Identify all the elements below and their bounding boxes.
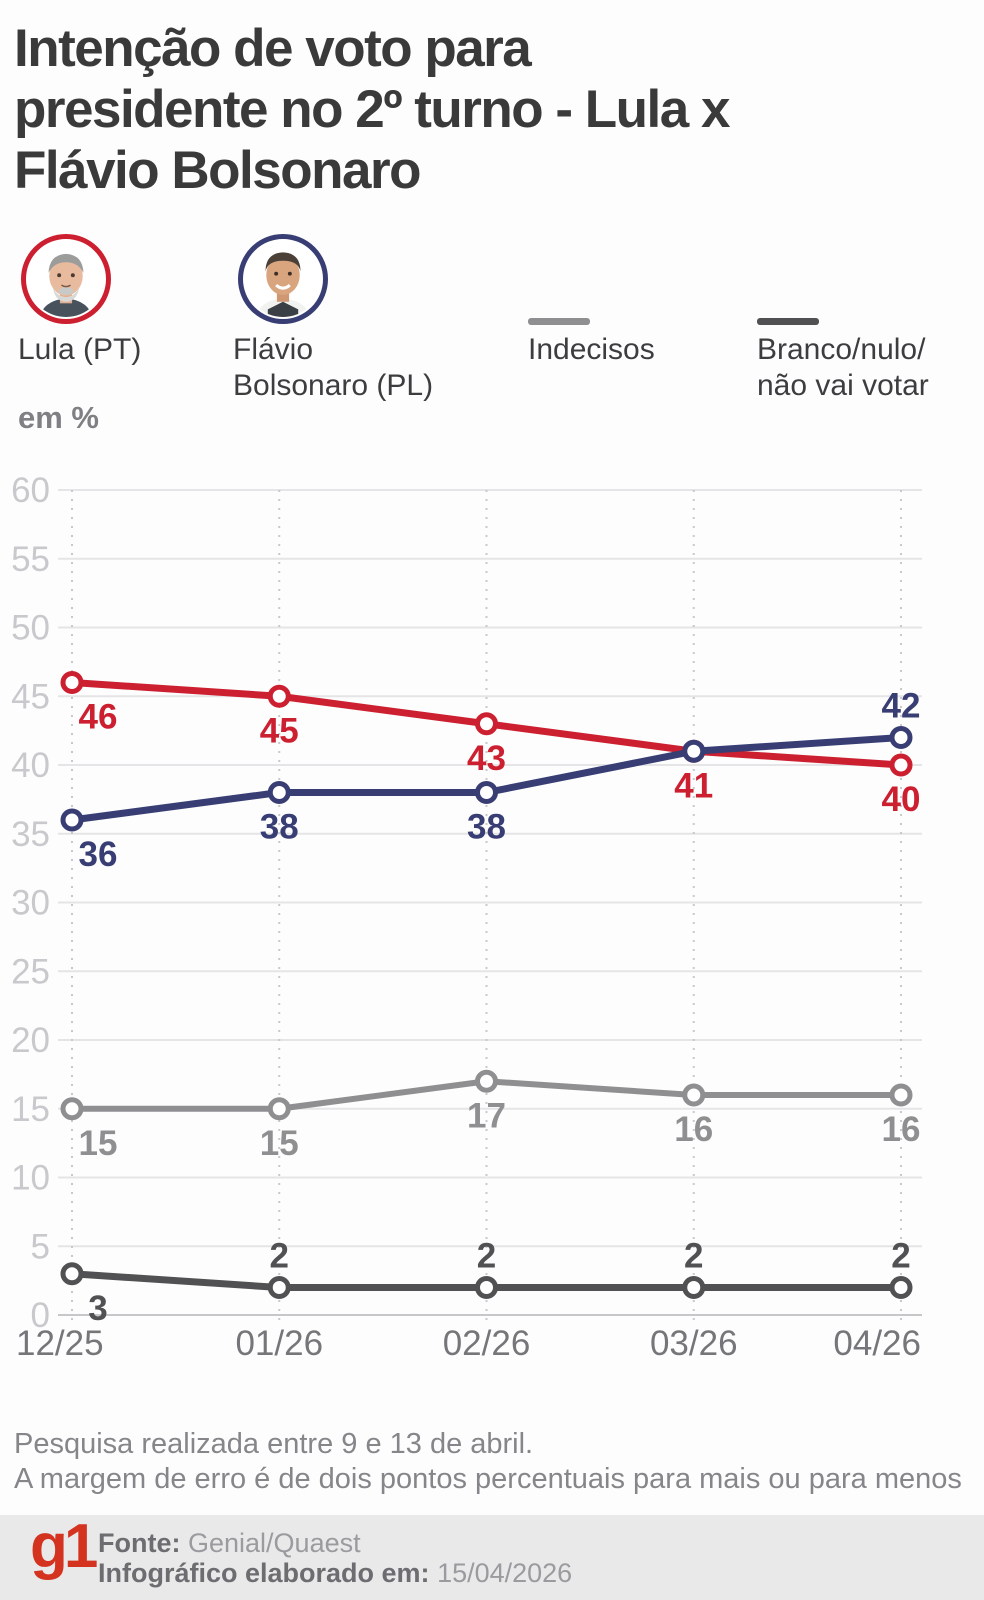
y-tick-label: 30 [11,884,50,923]
data-point [889,753,913,777]
lula-portrait-icon [28,241,104,317]
data-point [682,1083,706,1107]
legend-swatch-branco [757,318,819,325]
data-point [889,1276,913,1299]
data-point [267,781,291,804]
data-label: 17 [467,1096,506,1135]
data-point [267,684,291,708]
data-label: 36 [79,835,118,874]
legend-label-indecisos: Indecisos [528,333,655,366]
page-title: Intenção de voto para presidente no 2º t… [14,19,730,200]
data-point [475,1276,498,1299]
data-point [60,808,84,832]
y-tick-label: 25 [11,952,50,991]
line-chart: 0 5 10 15 20 25 30 35 40 45 50 55 60 12/25 01/26 02/26 0… [11,471,922,1363]
data-point [475,1069,498,1093]
data-label: 38 [260,808,299,847]
legend-label-branco: Branco/nulo/ não vai votar [757,333,929,402]
data-label: 2 [270,1237,289,1276]
data-label: 38 [467,808,506,847]
y-tick-label: 15 [11,1090,50,1129]
data-label: 42 [882,687,921,726]
y-tick-label: 5 [31,1227,50,1266]
data-label: 3 [88,1289,107,1328]
g1-logo: g1 [30,1512,98,1581]
note-margin-of-error: A margem de erro é de dois pontos percen… [14,1463,962,1495]
data-point [60,1262,84,1286]
data-label: 41 [674,766,713,805]
made-label: Infográfico elaborado em: [98,1558,430,1588]
y-tick-label: 10 [11,1159,50,1198]
data-point [682,1276,706,1299]
data-point [889,1083,913,1107]
legend-label-lula: Lula (PT) [18,333,142,366]
source-value: Genial/Quaest [188,1528,361,1558]
data-label: 43 [467,739,506,778]
y-tick-label: 40 [11,746,50,785]
x-tick-label: 04/26 [833,1324,921,1363]
data-label: 16 [882,1110,921,1149]
data-label: 2 [477,1237,496,1276]
flavio-avatar [238,234,328,324]
footer-bar: g1 Fonte: Genial/Quaest Infográfico elab… [0,1512,984,1600]
data-point [60,671,84,694]
legend-swatch-indecisos [528,318,590,325]
source-label: Fonte: [98,1528,181,1558]
made-date: 15/04/2026 [437,1558,573,1588]
data-label: 45 [260,711,299,750]
x-tick-label: 01/26 [235,1324,323,1363]
data-label: 2 [891,1237,910,1276]
chart-notes: Pesquisa realizada entre 9 e 13 de abril… [14,1427,964,1497]
data-point [682,739,706,763]
y-tick-label: 60 [11,471,50,510]
x-tick-label: 03/26 [650,1324,738,1363]
x-tick-label: 12/25 [16,1324,104,1363]
data-point [267,1276,291,1299]
data-label: 46 [79,698,118,737]
y-tick-label: 20 [11,1021,50,1060]
footer-credits: Fonte: Genial/Quaest Infográfico elabora… [98,1528,572,1588]
data-label: 40 [882,780,921,819]
y-tick-label: 50 [11,609,50,648]
data-point [475,781,498,804]
data-label: 15 [260,1124,299,1163]
data-label: 15 [79,1124,118,1163]
y-tick-label: 0 [31,1296,50,1335]
y-tick-label: 45 [11,677,50,716]
data-point [60,1097,84,1121]
note-survey-dates: Pesquisa realizada entre 9 e 13 de abril… [14,1428,534,1460]
lula-avatar [21,234,111,324]
data-label: 16 [674,1110,713,1149]
y-tick-label: 35 [11,815,50,854]
data-point [267,1097,291,1121]
data-label: 2 [684,1237,703,1276]
data-point [889,726,913,749]
legend-label-flavio: Flávio Bolsonaro (PL) [233,333,434,402]
unit-label: em % [18,400,99,435]
flavio-portrait-icon [245,241,321,317]
y-tick-label: 55 [11,540,50,579]
data-point [475,712,498,736]
x-tick-label: 02/26 [443,1324,531,1363]
